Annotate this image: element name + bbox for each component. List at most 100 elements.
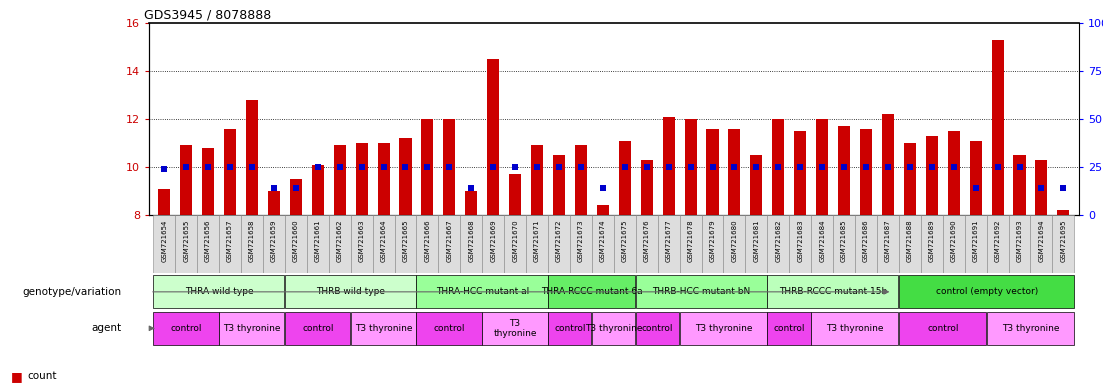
Text: GSM721688: GSM721688 <box>907 220 913 262</box>
Text: GSM721679: GSM721679 <box>709 220 716 262</box>
Bar <box>641 160 653 215</box>
Bar <box>285 215 307 273</box>
Text: GSM721673: GSM721673 <box>578 220 583 262</box>
Text: GSM721654: GSM721654 <box>161 220 168 262</box>
Bar <box>965 215 986 273</box>
Bar <box>553 155 565 215</box>
Text: GSM721666: GSM721666 <box>425 220 430 262</box>
Bar <box>482 312 547 345</box>
Bar <box>970 141 982 215</box>
Bar <box>548 312 591 345</box>
Text: THRB-RCCC mutant 15b: THRB-RCCC mutant 15b <box>779 287 887 296</box>
Bar <box>417 215 438 273</box>
Bar <box>158 189 170 215</box>
Bar <box>548 275 635 308</box>
Text: GSM721695: GSM721695 <box>1060 220 1067 262</box>
Text: GSM721678: GSM721678 <box>687 220 694 262</box>
Bar <box>488 59 500 215</box>
Text: GSM721655: GSM721655 <box>183 220 190 262</box>
Bar <box>290 179 302 215</box>
Bar <box>768 215 790 273</box>
Text: GSM721681: GSM721681 <box>753 220 759 262</box>
Bar <box>702 215 724 273</box>
Bar <box>899 275 1074 308</box>
Bar <box>925 136 938 215</box>
Bar <box>724 215 746 273</box>
Text: control: control <box>927 324 959 333</box>
Bar <box>395 215 417 273</box>
Bar <box>355 143 367 215</box>
Text: T3 thyronine: T3 thyronine <box>1002 324 1059 333</box>
Text: GDS3945 / 8078888: GDS3945 / 8078888 <box>144 9 271 22</box>
Text: GSM721663: GSM721663 <box>358 220 365 262</box>
Bar <box>460 215 482 273</box>
Bar <box>1052 215 1074 273</box>
Text: GSM721662: GSM721662 <box>336 220 343 262</box>
Bar <box>663 117 675 215</box>
Text: THRB-HCC mutant bN: THRB-HCC mutant bN <box>652 287 751 296</box>
Text: GSM721657: GSM721657 <box>227 220 233 262</box>
Bar <box>399 138 411 215</box>
Bar <box>833 215 855 273</box>
Bar <box>921 215 943 273</box>
Bar <box>510 174 521 215</box>
Bar <box>597 205 609 215</box>
Text: GSM721687: GSM721687 <box>885 220 891 262</box>
Bar <box>285 312 351 345</box>
Text: THRA-HCC mutant al: THRA-HCC mutant al <box>436 287 528 296</box>
Bar <box>504 215 526 273</box>
Bar <box>219 312 285 345</box>
Bar <box>570 215 592 273</box>
Text: GSM721675: GSM721675 <box>622 220 628 262</box>
Bar <box>438 215 460 273</box>
Text: control: control <box>171 324 202 333</box>
Text: GSM721694: GSM721694 <box>1038 220 1045 262</box>
Bar <box>794 131 806 215</box>
Text: GSM721656: GSM721656 <box>205 220 211 262</box>
Text: genotype/variation: genotype/variation <box>22 287 121 297</box>
Text: THRB wild type: THRB wild type <box>317 287 385 296</box>
Bar <box>242 215 263 273</box>
Bar <box>421 119 433 215</box>
Text: GSM721669: GSM721669 <box>490 220 496 262</box>
Bar <box>224 129 236 215</box>
Bar <box>707 129 718 215</box>
Bar <box>373 215 395 273</box>
Bar <box>202 148 214 215</box>
Bar <box>685 119 697 215</box>
Bar <box>811 312 899 345</box>
Bar <box>746 215 768 273</box>
Bar <box>1058 210 1070 215</box>
Text: GSM721693: GSM721693 <box>1017 220 1022 262</box>
Bar <box>768 312 811 345</box>
Bar <box>285 275 416 308</box>
Text: GSM721680: GSM721680 <box>731 220 738 262</box>
Bar <box>548 215 570 273</box>
Bar <box>619 141 631 215</box>
Bar <box>838 126 850 215</box>
Text: GSM721690: GSM721690 <box>951 220 956 262</box>
Bar <box>180 146 192 215</box>
Bar <box>329 215 351 273</box>
Text: T3
thyronine: T3 thyronine <box>493 319 537 338</box>
Text: GSM721692: GSM721692 <box>995 220 1000 262</box>
Bar <box>790 215 811 273</box>
Text: GSM721658: GSM721658 <box>249 220 255 262</box>
Bar <box>1008 215 1030 273</box>
Bar <box>816 119 828 215</box>
Text: GSM721661: GSM721661 <box>314 220 321 262</box>
Text: GSM721668: GSM721668 <box>469 220 474 262</box>
Text: T3 thyronine: T3 thyronine <box>695 324 752 333</box>
Bar <box>1036 160 1048 215</box>
Text: THRA-RCCC mutant 6a: THRA-RCCC mutant 6a <box>542 287 643 296</box>
Bar <box>635 312 679 345</box>
Bar <box>334 146 345 215</box>
Text: GSM721691: GSM721691 <box>973 220 978 262</box>
Text: ■: ■ <box>11 370 23 383</box>
Bar <box>899 215 921 273</box>
Bar <box>811 215 833 273</box>
Bar <box>197 215 219 273</box>
Bar <box>482 215 504 273</box>
Text: T3 thyronine: T3 thyronine <box>223 324 281 333</box>
Bar <box>1030 215 1052 273</box>
